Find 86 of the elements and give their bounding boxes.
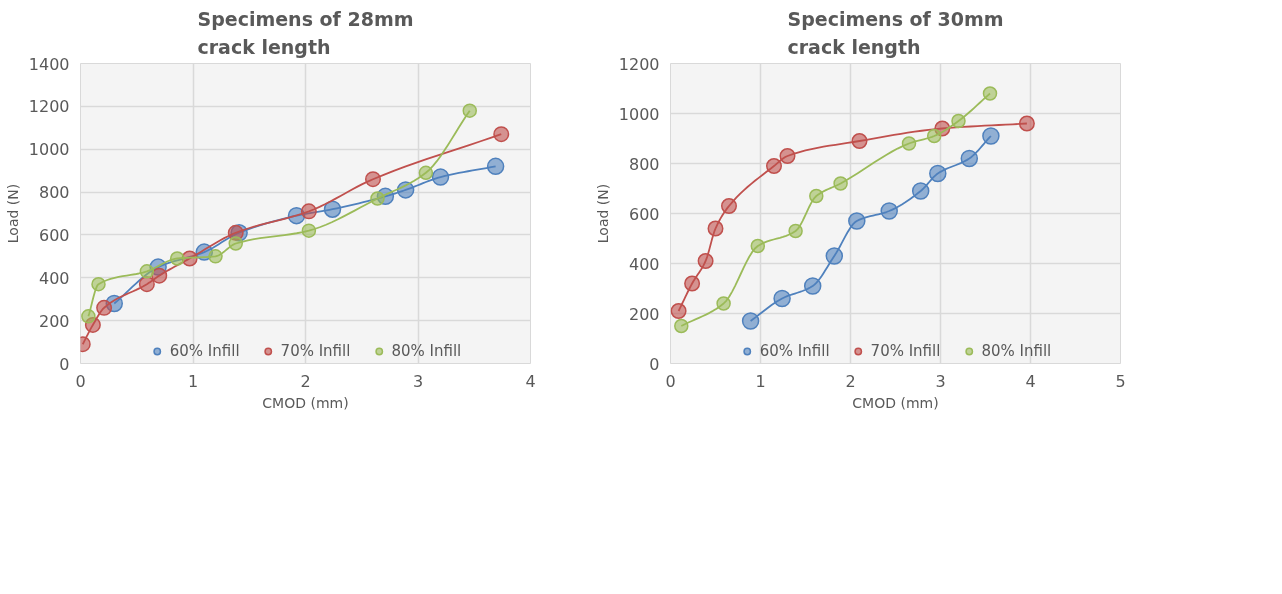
- point: [779, 148, 796, 164]
- point: [929, 164, 947, 183]
- point: [670, 303, 687, 319]
- y-tick-label: 600: [38, 225, 70, 245]
- point: [138, 276, 155, 293]
- y-tick-label: 800: [38, 183, 70, 203]
- legend-label: 80% Infill: [391, 342, 462, 360]
- point: [81, 309, 96, 324]
- point: [300, 203, 317, 220]
- point: [208, 249, 223, 264]
- y-tick-label: 400: [628, 254, 660, 274]
- point: [91, 276, 106, 292]
- y-tick-label: 1200: [28, 97, 70, 117]
- point: [750, 238, 766, 254]
- point: [431, 168, 450, 186]
- y-tick-label: 800: [628, 154, 660, 174]
- y-axis-title: Load (N): [594, 183, 611, 244]
- point: [825, 247, 844, 265]
- point: [951, 113, 966, 129]
- legend-label: 60% Infill: [169, 342, 240, 360]
- point: [848, 212, 866, 230]
- point: [707, 220, 724, 237]
- point: [833, 176, 848, 191]
- point: [880, 202, 898, 220]
- point: [911, 182, 930, 200]
- y-tick-label: 1000: [28, 140, 70, 160]
- legend-label: 70% Infill: [870, 342, 941, 360]
- x-tick-label: 2: [845, 371, 856, 391]
- point: [1018, 115, 1035, 132]
- y-axis-title: Load (N): [4, 183, 21, 244]
- point: [323, 200, 342, 218]
- x-axis-title: CMOD (mm): [262, 394, 349, 411]
- chart-title: Specimens of 28mm crack length: [197, 7, 414, 59]
- point: [926, 128, 942, 144]
- y-tick-label: 200: [38, 311, 70, 331]
- y-tick-label: 1400: [28, 54, 70, 74]
- point: [493, 126, 510, 143]
- legend-label: 80% Infill: [981, 342, 1052, 360]
- point: [721, 198, 737, 214]
- x-tick-label: 3: [412, 371, 424, 391]
- point: [960, 149, 979, 168]
- y-tick-label: 1200: [618, 54, 660, 74]
- point: [982, 127, 1000, 145]
- point: [851, 133, 868, 149]
- point: [788, 223, 803, 239]
- point: [96, 299, 113, 316]
- x-tick-label: 0: [75, 371, 86, 391]
- point: [674, 318, 689, 334]
- y-tick-label: 600: [628, 204, 660, 224]
- x-tick-label: 3: [935, 371, 946, 391]
- point: [365, 171, 381, 188]
- point: [228, 236, 243, 251]
- y-tick-label: 200: [628, 304, 660, 324]
- chart-title: Specimens of 30mm crack length: [787, 7, 1004, 59]
- point: [462, 103, 477, 118]
- point: [803, 277, 822, 295]
- point: [301, 223, 317, 238]
- x-tick-label: 5: [1115, 371, 1126, 391]
- point: [170, 251, 185, 266]
- x-axis-title: CMOD (mm): [852, 394, 939, 411]
- point: [741, 312, 760, 330]
- point: [982, 86, 998, 101]
- point: [773, 289, 791, 308]
- x-tick-label: 4: [1025, 371, 1036, 391]
- legend-label: 60% Infill: [759, 342, 830, 360]
- point: [151, 267, 168, 284]
- point: [370, 191, 385, 206]
- point: [766, 158, 782, 174]
- point: [139, 264, 155, 279]
- x-tick-label: 1: [755, 371, 766, 391]
- point: [418, 165, 434, 181]
- y-tick-label: 0: [59, 354, 70, 374]
- point: [809, 188, 824, 204]
- legend-label: 70% Infill: [280, 342, 351, 360]
- x-tick-label: 2: [300, 371, 311, 391]
- y-tick-label: 1000: [618, 104, 660, 124]
- x-tick-label: 0: [665, 371, 676, 391]
- y-tick-label: 0: [649, 354, 660, 374]
- point: [697, 253, 714, 269]
- x-tick-label: 4: [525, 371, 536, 391]
- point: [716, 296, 731, 311]
- y-tick-label: 400: [38, 268, 70, 288]
- x-tick-label: 1: [187, 371, 199, 391]
- point: [684, 275, 701, 292]
- point: [486, 157, 505, 176]
- point: [901, 136, 917, 151]
